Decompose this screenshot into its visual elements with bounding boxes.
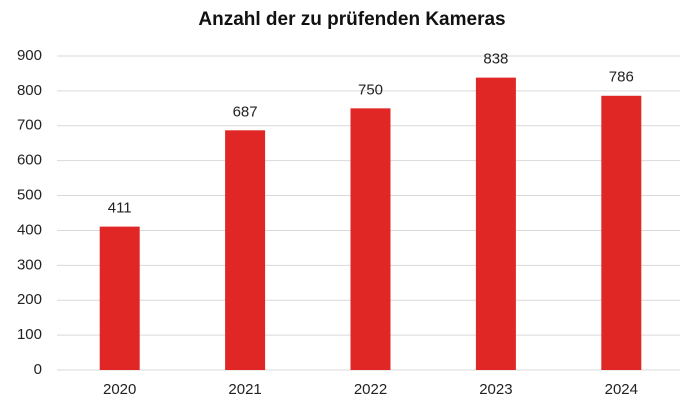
- x-tick-label: 2023: [479, 381, 512, 398]
- chart-title: Anzahl der zu prüfenden Kameras: [198, 9, 505, 30]
- bar: [475, 77, 516, 371]
- data-label: 687: [233, 103, 258, 120]
- y-tick-label: 400: [17, 221, 42, 238]
- y-tick-label: 800: [17, 82, 42, 99]
- x-tick-label: 2021: [228, 381, 261, 398]
- x-tick-label: 2020: [103, 381, 136, 398]
- bar: [350, 108, 391, 370]
- y-tick-label: 300: [17, 256, 42, 273]
- y-tick-label: 200: [17, 291, 42, 308]
- data-label: 411: [108, 200, 132, 217]
- y-tick-label: 900: [17, 47, 42, 64]
- data-label: 750: [358, 81, 383, 98]
- y-tick-label: 600: [17, 152, 42, 169]
- data-label: 838: [483, 51, 508, 68]
- x-tick-label: 2022: [354, 381, 387, 398]
- y-tick-label: 0: [34, 361, 42, 378]
- y-tick-label: 700: [17, 117, 42, 134]
- x-tick-label: 2024: [605, 381, 638, 398]
- bar: [601, 95, 642, 371]
- y-tick-label: 500: [17, 187, 42, 204]
- bar: [99, 226, 140, 370]
- y-tick-label: 100: [17, 326, 42, 343]
- bar: [225, 130, 266, 370]
- data-label: 786: [609, 69, 634, 86]
